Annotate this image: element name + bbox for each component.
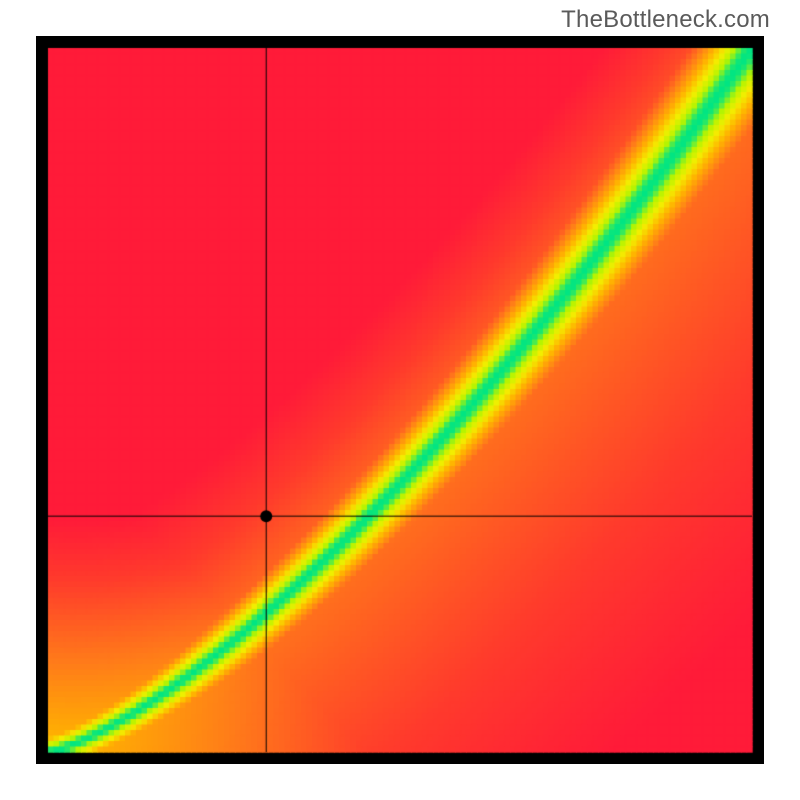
heatmap-canvas bbox=[36, 36, 764, 764]
chart-container: TheBottleneck.com bbox=[0, 0, 800, 800]
plot-frame bbox=[36, 36, 764, 764]
watermark-text: TheBottleneck.com bbox=[561, 6, 770, 34]
